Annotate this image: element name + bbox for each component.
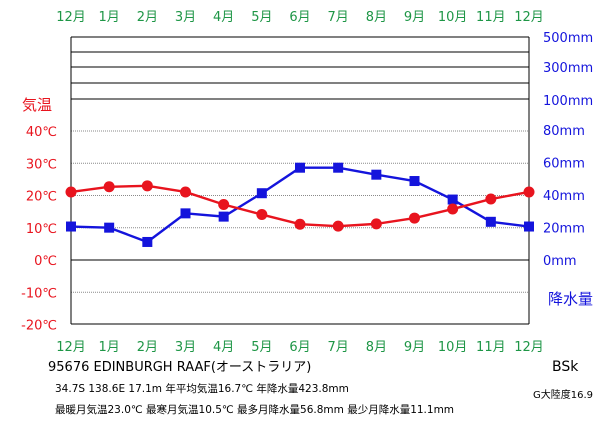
continentality-index: G大陸度16.9 (533, 390, 594, 401)
left-axis-ticks: 40℃ 30℃ 20℃ 10℃ 0℃ -10℃ -20℃ (21, 125, 57, 334)
precipitation-point (371, 169, 382, 180)
bottom-month-label: 7月 (328, 340, 349, 355)
top-month-label: 4月 (213, 10, 234, 25)
left-tick-label: 0℃ (34, 254, 57, 269)
top-month-labels: 12月 1月 2月 3月 4月 5月 6月 7月 8月 9月 10月 11月 12月 (56, 10, 544, 25)
top-month-label: 5月 (251, 10, 272, 25)
temperature-point (485, 193, 497, 205)
bottom-month-label: 3月 (175, 340, 196, 355)
top-month-label: 8月 (366, 10, 387, 25)
temperature-point (256, 209, 268, 221)
bottom-month-labels: 12月 1月 2月 3月 4月 5月 6月 7月 8月 9月 10月 11月 12月 (56, 340, 544, 355)
bottom-month-label: 4月 (213, 340, 234, 355)
temperature-series (65, 180, 535, 232)
precipitation-point (256, 188, 267, 199)
top-month-label: 12月 (56, 10, 86, 25)
left-tick-label: 30℃ (26, 157, 57, 172)
top-month-label: 1月 (99, 10, 120, 25)
temperature-point (370, 218, 382, 230)
precipitation-point (66, 221, 76, 232)
climate-class: BSk (552, 359, 579, 375)
precipitation-point (524, 221, 534, 232)
right-tick-label: 300mm (543, 61, 593, 76)
top-month-label: 6月 (289, 10, 310, 25)
left-tick-label: 40℃ (26, 125, 57, 140)
precipitation-point (333, 162, 344, 173)
precipitation-point (142, 236, 153, 247)
bottom-month-label: 9月 (404, 340, 425, 355)
right-axis-ticks: 500mm 300mm 100mm 80mm 60mm 40mm 20mm 0mm (543, 31, 593, 269)
right-tick-label: 100mm (543, 94, 593, 109)
top-month-label: 12月 (514, 10, 544, 25)
station-stats-line-2: 最暖月気温23.0℃ 最寒月気温10.5℃ 最多月降水量56.8mm 最少月降水… (55, 404, 455, 416)
temperature-point (523, 186, 535, 198)
left-axis-title: 気温 (22, 96, 52, 114)
right-tick-label: 80mm (543, 124, 585, 139)
bottom-month-label: 12月 (56, 340, 86, 355)
temperature-point (141, 180, 153, 192)
right-tick-label: 500mm (543, 31, 593, 46)
bottom-month-label: 2月 (137, 340, 158, 355)
left-tick-label: -20℃ (21, 319, 57, 334)
left-tick-label: -10℃ (21, 286, 57, 301)
precipitation-point (447, 194, 458, 205)
top-month-label: 2月 (137, 10, 158, 25)
temperature-point (103, 181, 115, 193)
bottom-month-label: 11月 (476, 340, 506, 355)
right-tick-label: 60mm (543, 157, 585, 172)
top-month-label: 7月 (328, 10, 349, 25)
top-month-label: 10月 (438, 10, 468, 25)
left-tick-label: 10℃ (26, 222, 57, 237)
temperature-point (409, 212, 420, 224)
bottom-month-label: 8月 (366, 340, 387, 355)
station-name: 95676 EDINBURGH RAAF(オーストラリア) (48, 360, 312, 375)
precipitation-series (66, 162, 534, 247)
precipitation-point (180, 208, 191, 219)
station-stats-line-1: 34.7S 138.6E 17.1m 年平均気温16.7℃ 年降水量423.8m… (55, 383, 349, 395)
right-tick-label: 40mm (543, 189, 585, 204)
temperature-point (65, 186, 77, 198)
bottom-month-label: 6月 (289, 340, 310, 355)
temperature-point (218, 199, 230, 211)
bottom-month-label: 10月 (438, 340, 468, 355)
precipitation-line (70, 166, 530, 244)
precipitation-point (485, 216, 496, 227)
bottom-month-label: 12月 (514, 340, 544, 355)
right-axis-title: 降水量 (548, 290, 593, 308)
temperature-point (294, 218, 306, 230)
precipitation-point (295, 162, 305, 173)
precipitation-point (218, 211, 229, 222)
precipitation-point (409, 176, 420, 187)
top-month-label: 3月 (175, 10, 196, 25)
top-month-label: 9月 (404, 10, 425, 25)
left-tick-label: 20℃ (26, 190, 57, 205)
right-tick-label: 0mm (543, 254, 577, 269)
temperature-point (447, 203, 459, 215)
temperature-point (180, 186, 191, 198)
chart-grid (70, 36, 530, 325)
precipitation-point (104, 222, 115, 233)
top-month-label: 11月 (476, 10, 506, 25)
bottom-month-label: 1月 (99, 340, 120, 355)
temperature-point (332, 220, 344, 232)
bottom-month-label: 5月 (251, 340, 272, 355)
right-tick-label: 20mm (543, 222, 585, 237)
